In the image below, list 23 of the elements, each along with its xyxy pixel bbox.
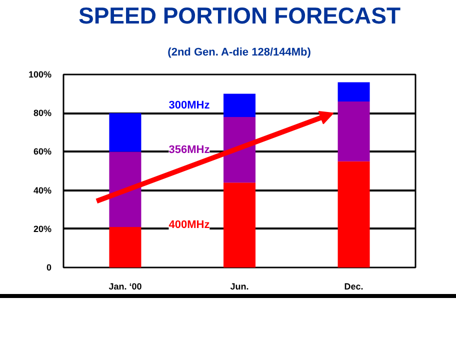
series-label: 400MHz (168, 219, 210, 232)
x-tick-label: Jan. ‘00 (108, 282, 142, 292)
y-tick-label: 100% (28, 70, 52, 80)
y-tick-label: 40% (33, 185, 52, 196)
bar (338, 102, 370, 162)
chart-title: SPEED PORTION FORECAST (78, 2, 401, 28)
y-tick-label: 20% (33, 224, 52, 234)
bar (224, 94, 256, 117)
bar (224, 182, 256, 268)
bar (109, 113, 142, 152)
x-tick-label: Jun. (230, 282, 249, 292)
y-tick-label: 60% (33, 146, 52, 157)
bar (224, 116, 256, 183)
bar (338, 82, 370, 102)
x-tick-label: Dec. (344, 282, 364, 292)
bar (109, 226, 142, 268)
series-label: 300MHz (168, 99, 210, 112)
bar (109, 152, 142, 227)
y-tick-label: 80% (33, 108, 52, 118)
y-tick-label: 0 (46, 262, 52, 272)
chart-subtitle: (2nd Gen. A-die 128/144Mb) (168, 46, 312, 58)
series-label: 356MHz (168, 144, 210, 156)
bar (338, 161, 370, 268)
